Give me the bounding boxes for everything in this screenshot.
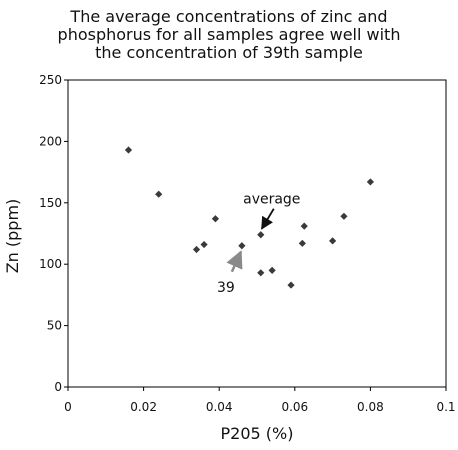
y-axis-ticks: 0 50 100 150 200 250	[39, 73, 68, 394]
x-tick-label: 0.08	[357, 400, 384, 414]
data-point	[298, 239, 306, 247]
chart-title-line-3: the concentration of 39th sample	[95, 43, 363, 62]
annotations: average 39	[217, 192, 300, 296]
data-point	[200, 240, 208, 249]
y-tick-label: 0	[54, 380, 62, 394]
data-point	[366, 178, 374, 186]
chart-title: The average concentrations of zinc and p…	[58, 7, 401, 62]
data-point	[329, 237, 337, 245]
axes	[67, 79, 447, 388]
plot-frame	[67, 79, 447, 388]
x-axis-title: P205 (%)	[221, 424, 294, 443]
data-point	[155, 190, 163, 198]
data-point	[287, 281, 295, 289]
y-tick-label: 50	[47, 319, 62, 333]
data-point	[124, 146, 133, 154]
data-point	[340, 212, 348, 220]
data-point	[300, 222, 308, 230]
data-point	[192, 245, 201, 254]
data-point	[257, 231, 265, 239]
x-tick-label: 0.04	[206, 400, 233, 414]
x-tick-label: 0.1	[436, 400, 455, 414]
data-points	[124, 146, 374, 289]
data-point	[238, 242, 246, 250]
chart-title-line-1: The average concentrations of zinc and	[69, 7, 387, 26]
annotation-average-label: average	[243, 192, 300, 208]
data-point	[257, 269, 265, 277]
y-tick-label: 150	[39, 196, 62, 210]
annotation-average-arrow	[261, 208, 275, 230]
y-tick-label: 200	[39, 134, 62, 148]
annotation-39-label: 39	[217, 280, 235, 296]
data-point	[211, 215, 220, 223]
x-tick-label: 0.02	[130, 400, 157, 414]
annotation-39-arrow	[226, 250, 243, 273]
y-axis-title: Zn (ppm)	[3, 199, 22, 274]
y-tick-label: 250	[39, 73, 62, 87]
x-tick-label: 0.06	[281, 400, 308, 414]
x-axis-ticks: 0 0.02 0.04 0.06 0.08 0.1	[64, 387, 456, 414]
x-tick-label: 0	[64, 400, 72, 414]
chart-title-line-2: phosphorus for all samples agree well wi…	[58, 25, 401, 44]
y-tick-label: 100	[39, 257, 62, 271]
data-point	[268, 266, 276, 274]
